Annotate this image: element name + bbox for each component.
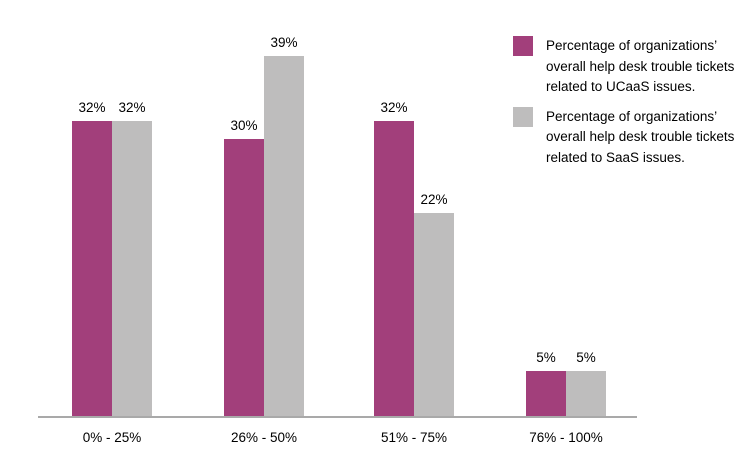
bar-value-label: 32% (380, 100, 408, 115)
bar-value-label: 32% (118, 100, 146, 115)
bar-value-label: 30% (230, 118, 258, 133)
legend-label: Percentage of organizations’ overall hel… (546, 38, 735, 94)
bar-value-label: 5% (576, 350, 596, 365)
x-axis-label: 51% - 75% (380, 430, 448, 445)
x-axis-label: 76% - 100% (529, 430, 603, 445)
legend-item-0: Percentage of organizations’ overall hel… (513, 36, 746, 98)
bar-series0-group3 (526, 371, 566, 417)
legend-item-1: Percentage of organizations’ overall hel… (513, 106, 746, 169)
bar-series1-group3 (566, 371, 606, 417)
bar-value-label: 22% (420, 192, 448, 207)
legend-label: Percentage of organizations’ overall hel… (546, 108, 735, 165)
bar-value-label: 39% (270, 35, 298, 50)
bar-series0-group2 (374, 121, 414, 417)
bar-series1-group1 (264, 56, 304, 417)
bar-series1-group2 (414, 213, 454, 417)
bar-series1-group0 (112, 121, 152, 417)
bar-series0-group0 (72, 121, 112, 417)
legend-swatch-icon (513, 106, 533, 127)
bar-value-label: 5% (536, 350, 556, 365)
bar-value-label: 32% (78, 100, 106, 115)
x-axis-line (38, 416, 637, 418)
legend: Percentage of organizations’ overall hel… (513, 36, 746, 177)
x-axis-label: 0% - 25% (82, 430, 142, 445)
legend-swatch-icon (513, 36, 533, 56)
x-axis-label: 26% - 50% (230, 430, 298, 445)
bar-series0-group1 (224, 139, 264, 417)
